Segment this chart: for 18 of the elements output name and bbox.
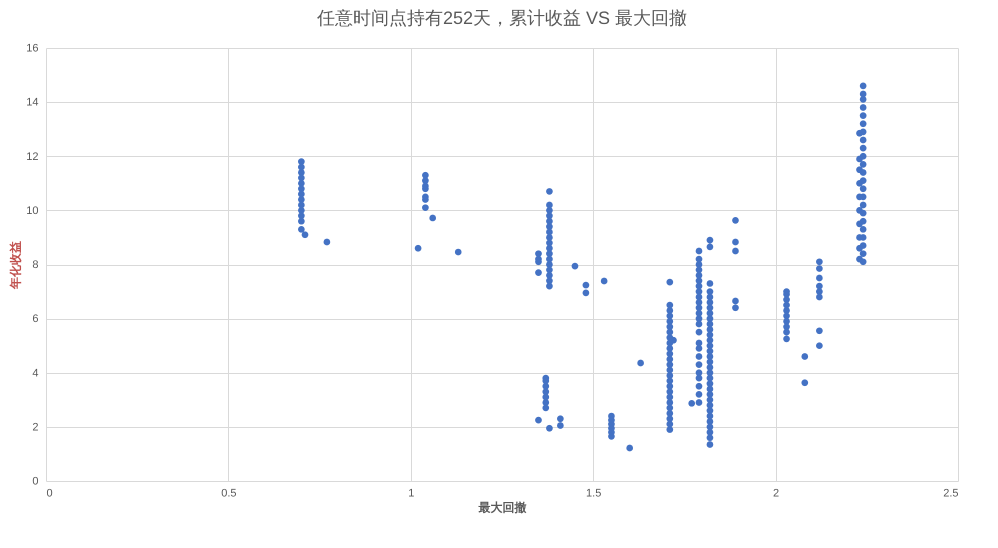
- y-tick-label: 14: [26, 96, 38, 109]
- x-tick-label: 1.5: [586, 488, 602, 500]
- y-axis-title: 年化收益: [8, 241, 22, 290]
- x-axis-title: 最大回撤: [478, 500, 526, 514]
- y-tick-label: 6: [32, 313, 38, 326]
- y-tick-label: 8: [32, 259, 38, 271]
- y-tick-label: 2: [32, 421, 38, 434]
- x-tick-label: 2.5: [943, 488, 958, 500]
- x-tick-label: 2: [773, 488, 780, 500]
- x-tick-label: 1: [408, 488, 414, 500]
- x-tick-label: 0.5: [221, 488, 237, 500]
- chart-title: 任意时间点持有252天，累计收益 VS 最大回撤: [316, 8, 688, 28]
- y-tick-label: 4: [32, 367, 38, 380]
- y-tick-label: 0: [32, 476, 38, 488]
- y-tick-label: 12: [26, 150, 38, 163]
- y-tick-label: 10: [26, 204, 38, 217]
- y-tick-label: 16: [26, 42, 38, 54]
- x-tick-label: 0: [46, 488, 53, 500]
